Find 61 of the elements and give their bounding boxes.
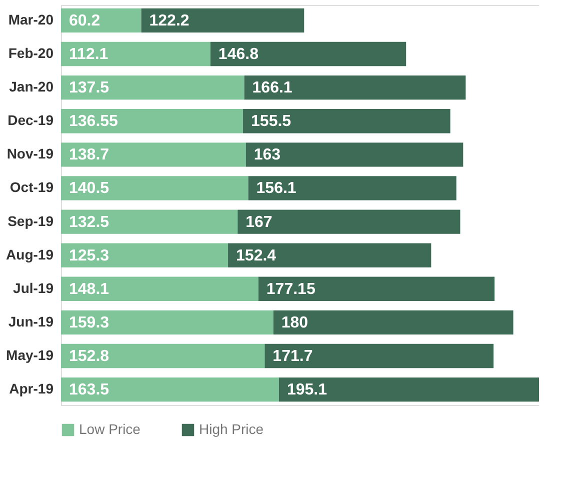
data-label: 152.8 [69, 348, 110, 366]
data-label: 137.5 [69, 80, 110, 97]
y-tick-label: Oct-19 [10, 179, 54, 196]
bar [238, 210, 460, 234]
bar [61, 210, 238, 234]
bar [246, 142, 464, 167]
data-label: 177.15 [266, 280, 316, 298]
y-tick-label: Jul-19 [13, 280, 54, 296]
data-label: 122.2 [149, 12, 190, 30]
y-tick-label: Jun-19 [8, 313, 54, 330]
data-label: 163.5 [69, 382, 110, 399]
y-tick-label: Jan-20 [9, 78, 54, 95]
y-tick-label: Mar-20 [8, 11, 54, 28]
data-label: 163 [254, 146, 281, 164]
y-tick-label: May-19 [6, 347, 54, 364]
data-label: 132.5 [69, 214, 110, 231]
data-label: 140.5 [69, 180, 110, 198]
y-tick-label: Dec-19 [8, 112, 54, 128]
data-label: 138.7 [69, 146, 110, 164]
legend-label: Low Price [79, 421, 141, 437]
bar [61, 310, 274, 335]
data-label: 180 [281, 314, 308, 332]
data-label: 171.7 [272, 348, 313, 366]
bar [141, 8, 304, 33]
data-label: 136.55 [69, 113, 118, 130]
bar [248, 176, 456, 200]
y-tick-label: Nov-19 [6, 146, 54, 162]
data-label: 125.3 [69, 247, 110, 264]
data-label: 60.2 [69, 12, 100, 30]
bar [61, 243, 228, 268]
data-label: 167 [246, 214, 272, 231]
bar [61, 344, 265, 368]
data-label: 148.1 [69, 280, 110, 298]
bar [228, 243, 432, 268]
bar [61, 142, 246, 167]
bar [61, 276, 258, 301]
y-tick-label: Aug-19 [6, 246, 54, 262]
y-tick-label: Apr-19 [9, 380, 54, 397]
bar [61, 176, 248, 200]
y-tick-label: Sep-19 [8, 212, 54, 229]
legend-label: High Price [199, 421, 264, 437]
bar [278, 377, 539, 402]
bar [61, 377, 279, 402]
data-label: 159.3 [69, 314, 110, 332]
data-label: 156.1 [256, 180, 296, 198]
bar [210, 42, 406, 66]
data-label: 146.8 [218, 46, 259, 63]
data-label: 166.1 [252, 80, 292, 97]
bar [264, 344, 494, 368]
bar [61, 109, 244, 134]
data-label: 112.1 [69, 46, 108, 63]
data-label: 152.4 [236, 247, 276, 264]
data-label: 155.5 [251, 113, 292, 130]
y-tick-label: Feb-20 [8, 44, 54, 61]
data-label: 195.1 [286, 382, 328, 399]
bar [244, 75, 466, 100]
bar [61, 42, 210, 66]
bar [243, 109, 450, 134]
bar [61, 75, 244, 100]
bar [258, 276, 495, 301]
bar [273, 310, 514, 335]
